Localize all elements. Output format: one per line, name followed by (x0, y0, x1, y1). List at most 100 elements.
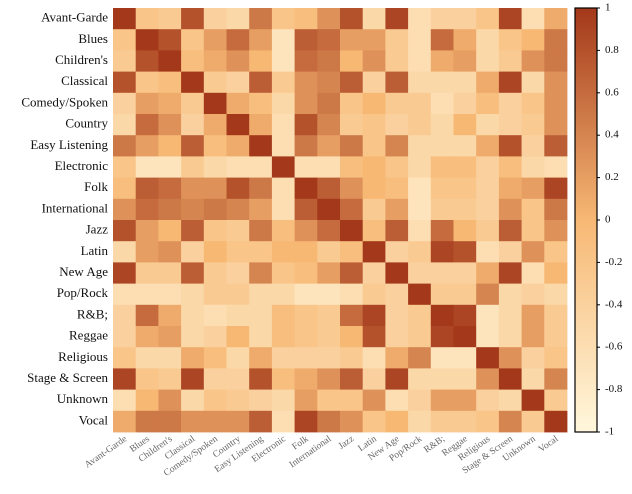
heatmap-cell (181, 114, 205, 136)
heatmap-cell (113, 389, 137, 412)
heatmap-cell (340, 368, 364, 390)
heatmap-cell (408, 177, 432, 200)
heatmap-cell (544, 29, 568, 51)
colorbar-tick-label: 0 (605, 214, 611, 226)
heatmap-cell (226, 71, 250, 94)
heatmap-cell (181, 156, 205, 178)
heatmap-cell (476, 177, 500, 200)
heatmap-cell (544, 241, 568, 263)
heatmap-cell (181, 304, 205, 327)
heatmap-cell (476, 389, 500, 412)
heatmap-cell (113, 283, 137, 306)
heatmap-cell (453, 283, 477, 306)
colorbar-tick-label: 0.2 (605, 171, 619, 183)
heatmap-cell (181, 135, 205, 157)
heatmap-cell (430, 29, 454, 51)
heatmap-cell (521, 262, 545, 284)
heatmap-cell (544, 156, 568, 178)
heatmap-cell (521, 347, 545, 369)
heatmap-cell (521, 389, 545, 412)
heatmap-cell (544, 220, 568, 242)
heatmap-cell (385, 8, 409, 30)
heatmap-cell (476, 262, 500, 284)
colorbar-tick-label: -0.8 (605, 383, 623, 395)
heatmap-cell (521, 198, 545, 221)
heatmap-cell (476, 50, 500, 72)
heatmap-cell (498, 198, 522, 221)
heatmap-cell (113, 347, 137, 369)
y-tick-label: Children's (55, 52, 108, 67)
heatmap-cell (135, 326, 159, 348)
heatmap-cell (249, 326, 273, 348)
heatmap-cell (408, 50, 432, 72)
heatmap-cell (203, 114, 227, 136)
heatmap-cell (453, 92, 477, 115)
heatmap-cell (362, 347, 386, 369)
heatmap-cell (453, 326, 477, 348)
heatmap-cell (385, 220, 409, 242)
heatmap-cell (385, 326, 409, 348)
heatmap-cell (521, 326, 545, 348)
heatmap-cell (544, 326, 568, 348)
heatmap-cell (544, 71, 568, 94)
heatmap-cell (181, 8, 205, 30)
y-tick-label: International (42, 200, 109, 215)
heatmap-cell (430, 156, 454, 178)
heatmap-cell (158, 347, 182, 369)
heatmap-cell (317, 114, 341, 136)
heatmap-cell (544, 92, 568, 115)
heatmap-cell (521, 368, 545, 390)
heatmap-cell (476, 8, 500, 30)
heatmap-cell (249, 8, 273, 30)
heatmap-cell (476, 71, 500, 94)
heatmap-cell (544, 368, 568, 390)
heatmap-cell (203, 29, 227, 51)
heatmap-cell (340, 389, 364, 412)
heatmap-cell (317, 135, 341, 157)
heatmap-cell (362, 71, 386, 94)
heatmap-cell (498, 410, 522, 433)
heatmap-cell (408, 410, 432, 433)
heatmap-cell (271, 283, 295, 306)
heatmap-cell (453, 262, 477, 284)
heatmap-cell (362, 156, 386, 178)
heatmap-cell (294, 326, 318, 348)
heatmap-cell (408, 241, 432, 263)
heatmap-cell (271, 347, 295, 369)
heatmap-cell (521, 114, 545, 136)
heatmap-cell (113, 114, 137, 136)
heatmap-cell (408, 220, 432, 242)
heatmap-cell (113, 304, 137, 327)
heatmap-cell (408, 114, 432, 136)
heatmap-cell (453, 177, 477, 200)
heatmap-cell (271, 135, 295, 157)
y-tick-label: Vocal (79, 412, 109, 427)
heatmap-cell (476, 326, 500, 348)
heatmap-cell (317, 368, 341, 390)
heatmap-cell (476, 114, 500, 136)
heatmap-cell (249, 71, 273, 94)
heatmap-cell (158, 92, 182, 115)
heatmap-cell (203, 177, 227, 200)
heatmap-cell (544, 198, 568, 221)
x-tick-label: Jazz (337, 434, 356, 452)
heatmap-cell (362, 262, 386, 284)
colorbar-tick-label: -1 (605, 426, 614, 438)
heatmap-cell (113, 262, 137, 284)
heatmap-cell (453, 135, 477, 157)
heatmap-cell (317, 177, 341, 200)
heatmap-cell (317, 241, 341, 263)
heatmap-cell (544, 410, 568, 433)
heatmap-cell (521, 177, 545, 200)
heatmap-cell (203, 71, 227, 94)
heatmap-cell (453, 410, 477, 433)
heatmap-cell (249, 241, 273, 263)
heatmap-cell (476, 347, 500, 369)
heatmap-cell (249, 389, 273, 412)
heatmap-cell (521, 92, 545, 115)
heatmap-cell (385, 92, 409, 115)
heatmap-cell (249, 262, 273, 284)
heatmap-cell (362, 177, 386, 200)
heatmap-cell (271, 389, 295, 412)
heatmap-cell (317, 347, 341, 369)
